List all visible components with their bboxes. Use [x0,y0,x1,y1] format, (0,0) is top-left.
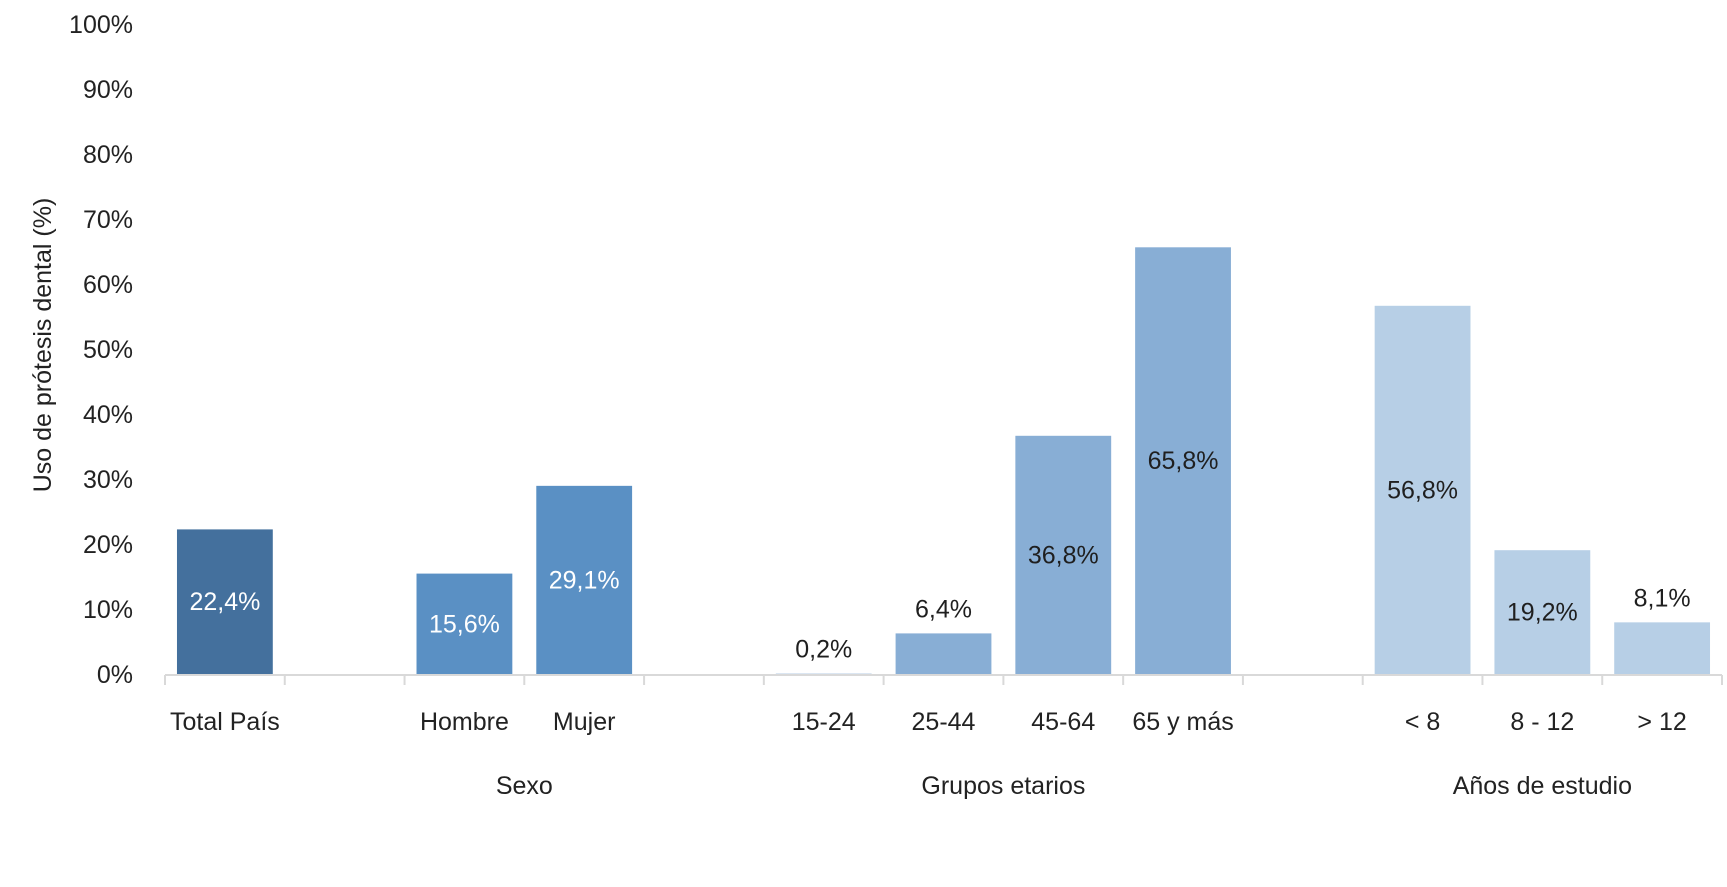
x-tick-label: < 8 [1405,708,1440,736]
data-label: 36,8% [1028,541,1099,569]
data-label: 19,2% [1507,599,1578,627]
x-tick-label: 15-24 [792,708,856,736]
x-tick-label: 8 - 12 [1510,708,1574,736]
y-tick-label: 50% [83,336,133,364]
data-label: 6,4% [915,595,972,623]
y-tick-label: 10% [83,596,133,624]
data-label: 0,2% [795,636,852,664]
data-label: 8,1% [1634,584,1691,612]
x-tick-label: Mujer [553,708,616,736]
y-tick-label: 100% [69,11,133,39]
bar [536,485,633,675]
x-tick-label: 25-44 [912,708,976,736]
y-tick-label: 80% [83,141,133,169]
x-axis [164,674,1723,685]
x-tick-label: 45-64 [1031,708,1095,736]
y-axis-label: Uso de prótesis dental (%) [29,198,57,493]
x-tick-label: Hombre [420,708,509,736]
x-tick-label: > 12 [1637,708,1686,736]
x-axis-group-labels: Sexo Grupos etarios Años de estudio [496,772,1632,800]
bar [1614,622,1711,675]
x-tick-label: 65 y más [1132,708,1233,736]
y-tick-label: 70% [83,206,133,234]
bar [176,529,273,675]
bar [1135,247,1231,676]
y-tick-label: 60% [83,271,133,299]
y-axis-ticks: 0% 10% 20% 30% 40% 50% 60% 70% 80% 90% 100% [69,11,133,689]
y-tick-label: 90% [83,76,133,104]
data-label: 15,6% [429,610,500,638]
bars: 22,4% 15,6% 29,1% 0,2% 6,4% 36,8% 65,8% 56,8% 19… [176,247,1711,676]
y-axis-label-group: Uso de prótesis dental (%) [29,198,57,493]
x-axis-tick-labels: Total País Hombre Mujer 15-24 25-44 45-64 65 y… [170,708,1687,736]
data-label: 22,4% [189,588,260,616]
bar [1015,435,1112,675]
y-tick-label: 30% [83,466,133,494]
x-group-label: Sexo [496,772,553,800]
y-tick-label: 40% [83,401,133,429]
bar [895,633,992,675]
y-tick-label: 20% [83,531,133,559]
bar [416,573,513,675]
bar [1494,550,1591,675]
bar [1374,305,1471,675]
x-group-label: Años de estudio [1453,772,1632,800]
data-label: 56,8% [1387,476,1458,504]
x-tick-label: Total País [170,708,280,736]
y-tick-label: 0% [97,661,133,689]
data-label: 29,1% [549,566,620,594]
data-label: 65,8% [1148,447,1219,475]
x-group-label: Grupos etarios [921,772,1085,800]
